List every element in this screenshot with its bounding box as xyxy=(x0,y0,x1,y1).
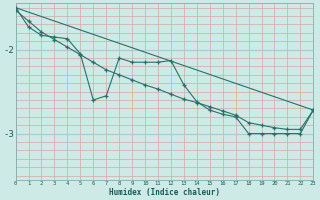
X-axis label: Humidex (Indice chaleur): Humidex (Indice chaleur) xyxy=(109,188,220,197)
